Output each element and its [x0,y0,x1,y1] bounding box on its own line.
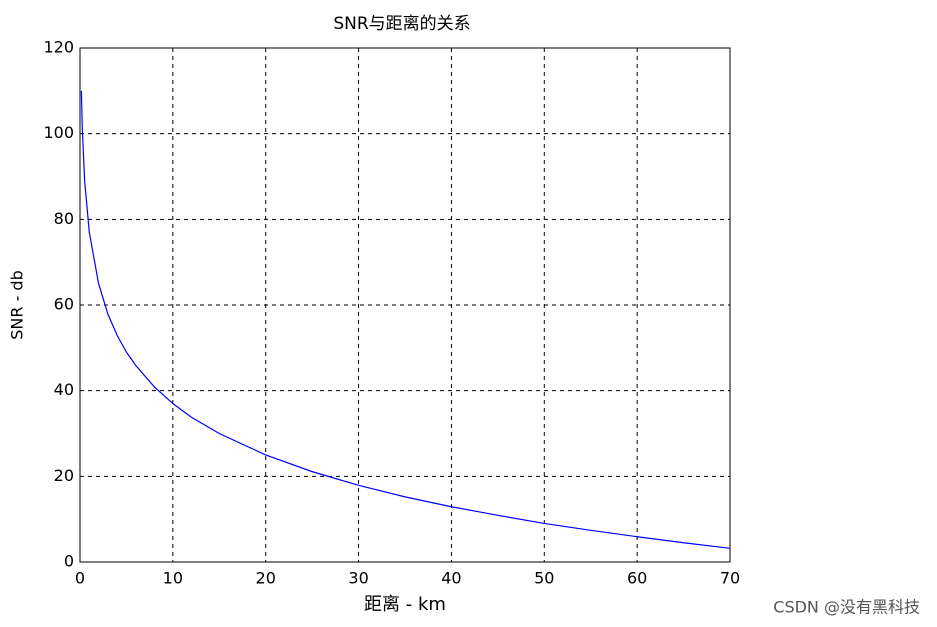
watermark: CSDN @没有黑科技 [773,598,920,617]
x-tick-label: 10 [163,569,183,588]
y-axis-label: SNR - db [8,270,27,340]
y-tick-label: 80 [54,209,74,228]
y-tick-label: 100 [43,123,74,142]
data-line [80,90,731,549]
x-tick-label: 30 [348,569,368,588]
y-tick-label: 20 [54,466,74,485]
plot-frame [79,47,731,563]
y-tick-label: 40 [54,380,74,399]
x-tick-label: 20 [256,569,276,588]
x-tick-label: 40 [441,569,461,588]
x-tick-label: 0 [75,569,85,588]
x-tick-label: 70 [720,569,740,588]
y-tick-label: 60 [54,295,74,314]
x-tick-label: 50 [534,569,554,588]
y-tick-label: 120 [43,38,74,57]
chart-title: SNR与距离的关系 [333,14,470,34]
x-axis-label: 距离 - km [364,594,446,615]
y-tick-label: 0 [64,552,74,571]
x-tick-label: 60 [627,569,647,588]
